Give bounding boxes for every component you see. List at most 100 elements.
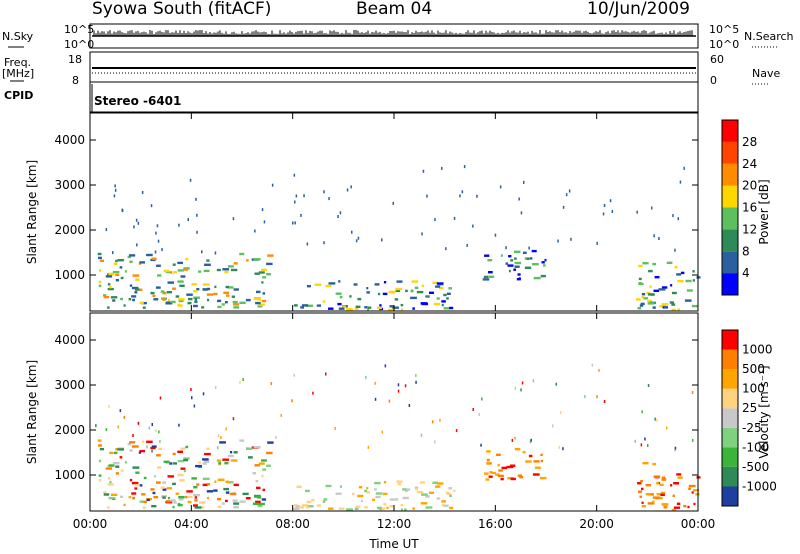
range-cell xyxy=(429,291,434,294)
sparse-echo xyxy=(514,436,516,440)
range-cell xyxy=(107,506,110,509)
range-cell xyxy=(185,258,189,261)
range-cell xyxy=(225,491,230,494)
range-cell xyxy=(647,299,652,303)
sparse-echo xyxy=(602,212,605,216)
range-cell xyxy=(193,504,198,507)
y-tick-label: 3000 xyxy=(54,378,85,392)
range-cell xyxy=(163,269,170,273)
range-cell xyxy=(441,503,444,507)
sparse-echo xyxy=(634,439,636,443)
range-cell xyxy=(139,301,144,304)
nave-top-tick: 60 xyxy=(710,53,724,66)
range-cell xyxy=(357,494,364,498)
range-cell xyxy=(645,493,651,496)
range-cell xyxy=(510,477,516,481)
range-cell xyxy=(316,504,321,507)
sparse-echo xyxy=(511,438,514,442)
range-cell xyxy=(642,262,649,265)
sparse-echo xyxy=(530,438,532,442)
range-cell xyxy=(224,462,229,465)
colorbar-cell xyxy=(722,330,738,350)
sparse-echo xyxy=(459,194,461,198)
strip-traces xyxy=(92,30,696,74)
sparse-echo xyxy=(596,395,598,399)
range-cell xyxy=(178,299,184,303)
range-cell xyxy=(185,495,188,499)
range-cell xyxy=(449,494,452,497)
colorbar-frame xyxy=(721,329,739,507)
colorbar-cell xyxy=(722,229,738,252)
sparse-echo xyxy=(431,420,434,424)
range-cell xyxy=(225,294,230,297)
range-cell xyxy=(325,484,332,488)
range-cell xyxy=(115,448,118,451)
range-cell xyxy=(117,448,125,451)
range-cell xyxy=(119,266,123,269)
sparse-echo xyxy=(136,243,138,247)
range-cell xyxy=(162,481,166,484)
range-cell xyxy=(134,487,138,490)
range-cell xyxy=(255,301,261,305)
colorbar-cell xyxy=(722,251,738,274)
range-cell xyxy=(531,249,537,253)
range-cell xyxy=(98,256,102,260)
range-cell xyxy=(142,440,145,443)
range-cell xyxy=(223,291,229,294)
range-cell xyxy=(255,480,259,483)
range-cell xyxy=(107,477,111,480)
range-cell xyxy=(262,276,267,279)
sparse-echo xyxy=(434,440,436,444)
sparse-echo xyxy=(665,426,668,430)
range-cell xyxy=(155,286,161,289)
range-cell xyxy=(366,287,369,290)
range-cell xyxy=(172,452,176,456)
range-cell xyxy=(485,478,490,481)
range-cell xyxy=(107,287,114,291)
range-cell xyxy=(98,284,102,288)
range-cell xyxy=(232,300,238,304)
range-cell xyxy=(534,466,541,469)
sparse-echo xyxy=(365,375,367,379)
range-cell xyxy=(142,306,146,309)
range-cell xyxy=(316,304,321,307)
range-cell xyxy=(411,280,419,283)
sparse-echo xyxy=(300,213,302,217)
range-cell xyxy=(166,301,171,304)
range-cell xyxy=(233,506,239,509)
range-cell xyxy=(98,444,102,447)
range-cell xyxy=(131,445,139,448)
range-cell xyxy=(400,308,403,311)
range-cell xyxy=(178,298,185,301)
range-cell xyxy=(389,498,395,501)
colorbar-tick-label: 25 xyxy=(742,401,757,415)
nsearch-bottom-tick: 10^0 xyxy=(709,38,740,51)
range-cell xyxy=(651,500,655,504)
range-cell xyxy=(662,503,669,507)
sparse-echo xyxy=(261,208,264,212)
sparse-echo xyxy=(529,440,532,444)
sparse-echo xyxy=(520,388,522,392)
sparse-echo xyxy=(640,443,643,447)
xlabel: Time UT xyxy=(368,537,419,551)
range-cell xyxy=(354,507,359,510)
range-cell xyxy=(261,281,264,284)
sparse-echo xyxy=(420,433,423,437)
range-cell xyxy=(107,283,111,286)
range-cell xyxy=(532,473,540,476)
range-cell xyxy=(170,300,176,304)
sparse-echo xyxy=(294,221,296,225)
sparse-echo xyxy=(232,417,235,421)
range-cell xyxy=(98,269,102,272)
range-cell xyxy=(214,480,217,483)
colorbar-cell xyxy=(722,369,738,389)
colorbar-tick-label: 500 xyxy=(742,362,765,376)
range-cell xyxy=(432,481,438,484)
range-cell xyxy=(156,264,161,267)
range-cell xyxy=(201,506,205,509)
range-cell xyxy=(540,459,543,463)
range-cell xyxy=(652,496,660,499)
range-cell xyxy=(669,301,674,304)
range-cell xyxy=(213,489,218,492)
range-cell xyxy=(194,300,198,304)
